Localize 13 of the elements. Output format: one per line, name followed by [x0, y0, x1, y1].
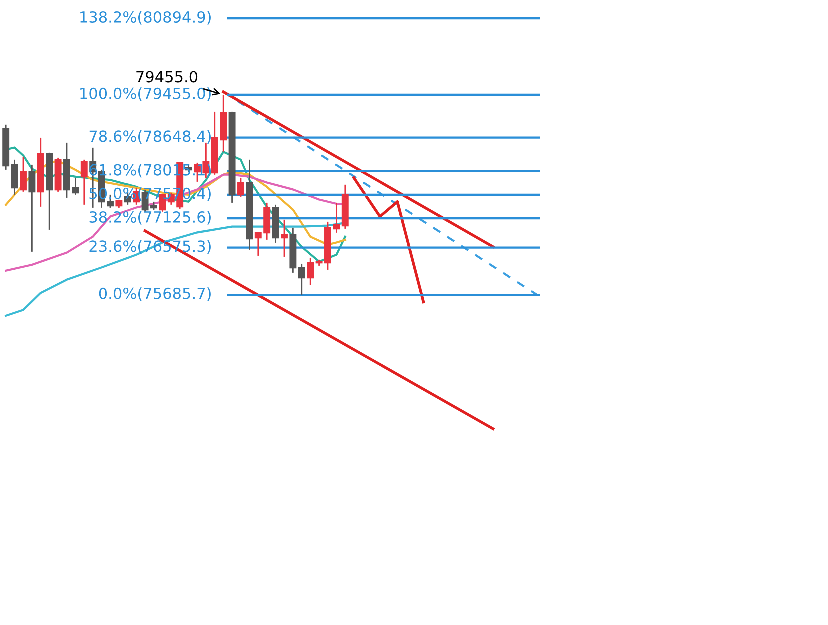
ref-line-label: 78.6%(78648.4)	[90, 130, 211, 144]
candlestick	[20, 156, 27, 193]
candlestick	[281, 219, 288, 258]
candlestick	[28, 164, 36, 253]
ref-line-label: 138.2%(80894.9)	[80, 11, 211, 25]
candlestick	[80, 159, 88, 206]
ref-line-label: 100.0%(79455.0)	[80, 88, 211, 102]
annotation: 79455.0	[136, 71, 198, 83]
candlestick	[238, 177, 244, 198]
ref-line-label: 0.0%(75685.7)	[99, 288, 211, 302]
candlestick	[298, 263, 306, 296]
candlestick	[11, 159, 18, 196]
candlestick	[307, 257, 314, 286]
